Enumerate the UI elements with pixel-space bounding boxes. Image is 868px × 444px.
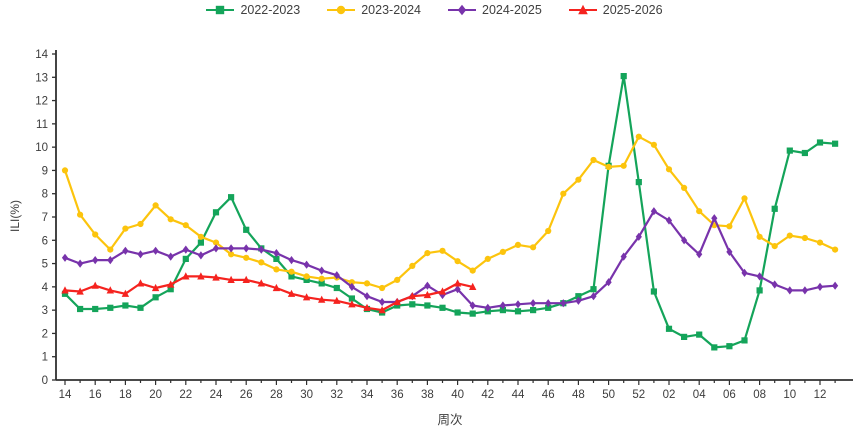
svg-text:04: 04 <box>693 389 706 401</box>
svg-text:1: 1 <box>42 352 48 364</box>
svg-text:36: 36 <box>391 389 404 401</box>
svg-text:50: 50 <box>602 389 615 401</box>
svg-text:34: 34 <box>361 389 374 401</box>
svg-text:46: 46 <box>542 389 555 401</box>
svg-text:52: 52 <box>632 389 645 401</box>
svg-text:5: 5 <box>42 259 48 271</box>
svg-text:9: 9 <box>42 165 48 177</box>
svg-text:44: 44 <box>512 389 525 401</box>
svg-text:0: 0 <box>42 375 48 387</box>
svg-text:14: 14 <box>59 389 72 401</box>
legend-item-2023-2024[interactable]: 2023-2024 <box>326 3 421 17</box>
svg-text:13: 13 <box>35 72 48 84</box>
svg-text:11: 11 <box>36 119 48 131</box>
svg-text:10: 10 <box>783 389 796 401</box>
svg-text:4: 4 <box>42 282 49 294</box>
svg-text:38: 38 <box>421 389 434 401</box>
svg-text:18: 18 <box>119 389 132 401</box>
legend-label: 2023-2024 <box>361 3 421 17</box>
legend-label: 2022-2023 <box>240 3 301 17</box>
svg-text:7: 7 <box>42 212 48 224</box>
square-marker-icon <box>205 3 235 17</box>
svg-text:6: 6 <box>42 235 48 247</box>
diamond-marker-icon <box>447 3 477 17</box>
svg-text:12: 12 <box>35 96 48 108</box>
svg-text:10: 10 <box>35 142 48 154</box>
legend-label: 2025-2026 <box>602 3 663 17</box>
svg-text:48: 48 <box>572 389 585 401</box>
triangle-marker-icon <box>568 3 598 17</box>
svg-text:28: 28 <box>270 389 283 401</box>
svg-text:02: 02 <box>663 389 676 401</box>
legend-label: 2024-2025 <box>482 3 542 17</box>
svg-text:14: 14 <box>35 49 48 61</box>
svg-text:40: 40 <box>451 389 464 401</box>
legend-item-2022-2023[interactable]: 2022-2023 <box>205 3 300 17</box>
svg-text:26: 26 <box>240 389 253 401</box>
svg-text:24: 24 <box>210 389 223 401</box>
svg-text:3: 3 <box>42 305 48 317</box>
x-axis-title: 周次 <box>437 413 463 427</box>
svg-text:2: 2 <box>42 328 48 340</box>
svg-text:12: 12 <box>814 389 827 401</box>
svg-text:16: 16 <box>89 389 102 401</box>
svg-text:32: 32 <box>330 389 343 401</box>
svg-text:8: 8 <box>42 189 48 201</box>
svg-text:22: 22 <box>179 389 192 401</box>
circle-marker-icon <box>326 3 356 17</box>
legend-item-2025-2026[interactable]: 2025-2026 <box>568 3 663 17</box>
svg-text:06: 06 <box>723 389 736 401</box>
svg-text:30: 30 <box>300 389 313 401</box>
chart-legend: 2022-2023 2023-2024 2024-2025 2025-2026 <box>0 3 868 17</box>
svg-text:20: 20 <box>149 389 162 401</box>
svg-text:42: 42 <box>481 389 494 401</box>
y-axis-title: ILI(%) <box>8 200 22 233</box>
svg-text:08: 08 <box>753 389 766 401</box>
legend-item-2024-2025[interactable]: 2024-2025 <box>447 3 542 17</box>
